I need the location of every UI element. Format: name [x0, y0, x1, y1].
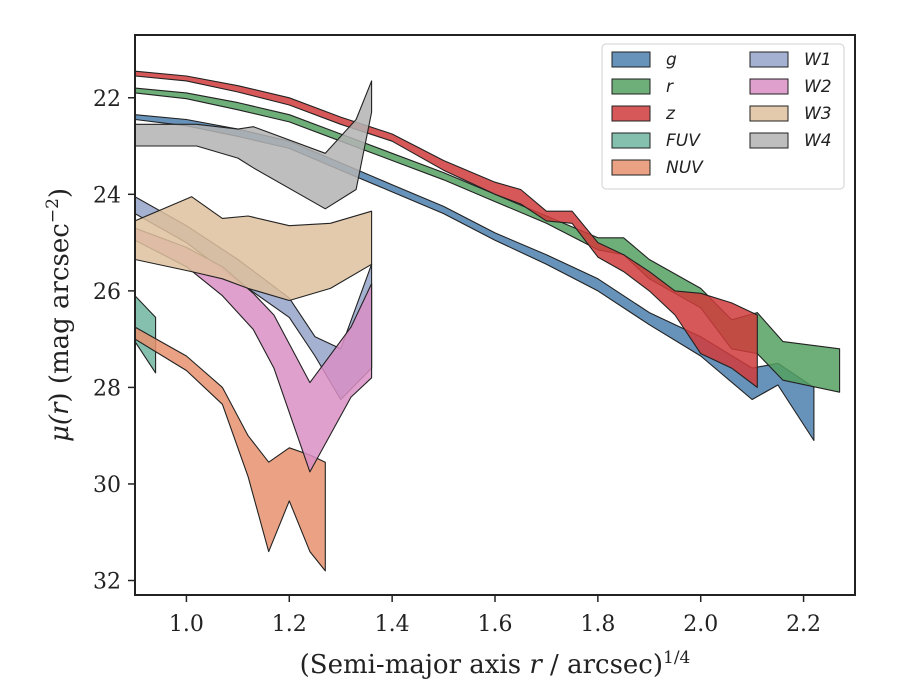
legend-swatch-g	[611, 51, 651, 68]
series-band-z	[135, 70, 758, 388]
legend-swatch-w2	[749, 78, 789, 95]
x-tick-label: 1.0	[169, 612, 204, 637]
y-tick-label: 28	[93, 376, 121, 401]
legend-swatch-w4	[749, 132, 789, 149]
x-tick-label: 1.6	[478, 612, 513, 637]
x-tick-label: 1.8	[580, 612, 615, 637]
y-tick-label: 22	[93, 87, 121, 112]
legend: grz FUV NUV W1 W2 W3 W4	[601, 43, 845, 190]
legend-label-w2: W2	[804, 77, 832, 97]
series-band-w3	[135, 196, 373, 302]
y-tick-label: 32	[93, 570, 121, 595]
legend-label-r: r	[666, 77, 674, 97]
legend-swatch-r	[611, 78, 651, 95]
series-band-nuv	[135, 326, 326, 572]
legend-label-z: z	[665, 104, 676, 124]
x-axis-label: (Semi-major axis r / arcsec)1/4	[300, 648, 691, 680]
y-axis-label: μ(r) (mag arcsec−2)	[43, 188, 75, 442]
series-layer	[135, 70, 841, 572]
y-tick-label: 26	[93, 280, 121, 305]
legend-label-g: g	[666, 50, 677, 70]
legend-label-nuv: NUV	[666, 158, 704, 178]
y-tick-label: 24	[93, 183, 121, 208]
legend-swatch-nuv	[611, 159, 651, 176]
legend-swatch-fuv	[611, 132, 651, 149]
legend-label-w3: W3	[804, 104, 832, 124]
x-tick-label: 2.2	[786, 612, 821, 637]
legend-swatch-w3	[749, 105, 789, 122]
x-tick-label: 1.4	[375, 612, 410, 637]
legend-swatch-w1	[749, 51, 789, 68]
x-axis: 1.0 1.2 1.4 1.6 1.8 2.0 2.2	[169, 595, 821, 637]
series-band-r	[135, 87, 841, 393]
x-tick-label: 2.0	[683, 612, 718, 637]
legend-label-w1: W1	[804, 50, 832, 70]
series-band-w4	[135, 80, 373, 210]
legend-swatch-z	[611, 105, 651, 122]
y-tick-label: 30	[93, 473, 121, 498]
legend-label-fuv: FUV	[666, 131, 701, 151]
y-axis: 22 24 26 28 30 32	[93, 87, 135, 595]
x-tick-label: 1.2	[272, 612, 307, 637]
legend-label-w4: W4	[804, 131, 832, 151]
